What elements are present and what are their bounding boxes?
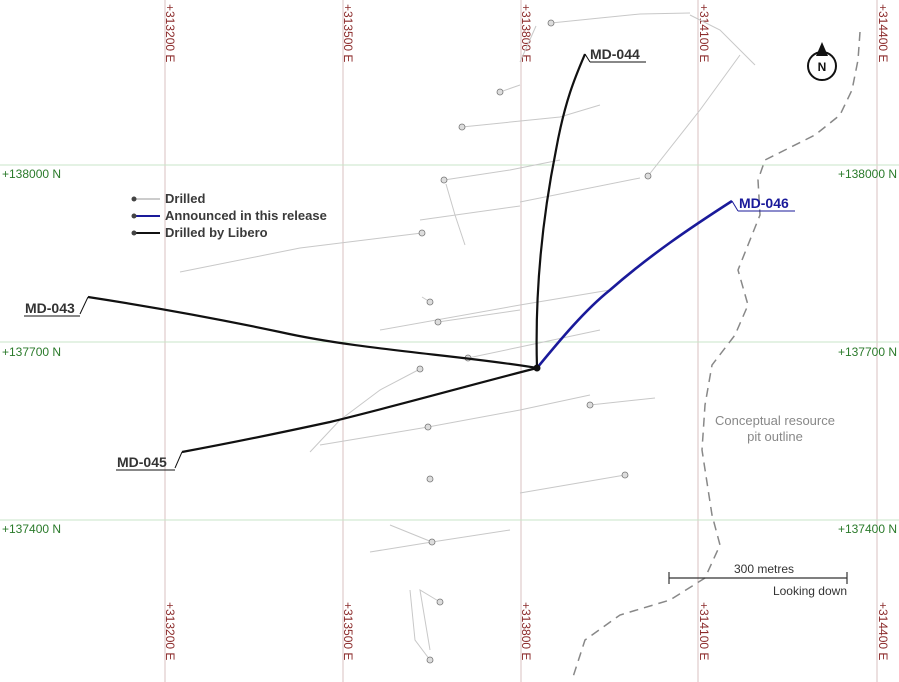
northing-labels: +138000 N +137700 N +137400 N +138000 N …	[2, 167, 897, 536]
easting-label: +313500 E	[341, 4, 355, 62]
hole-label-md045: MD-045	[117, 454, 167, 470]
hole-trace-md045	[181, 366, 538, 454]
hole-label-md044: MD-044	[590, 46, 640, 62]
pit-outline-label: pit outline	[747, 429, 803, 444]
northing-label: +138000 N	[838, 167, 897, 181]
easting-label: +313800 E	[519, 4, 533, 62]
north-arrow-letter: N	[818, 60, 827, 74]
libero-holes	[87, 53, 587, 454]
easting-label: +314100 E	[697, 602, 711, 660]
legend-label: Announced in this release	[165, 208, 327, 223]
easting-label: +313200 E	[163, 4, 177, 62]
drilled-holes	[179, 12, 756, 661]
hole-labels: MD-044 MD-043 MD-045 MD-046	[24, 46, 795, 471]
easting-label: +313200 E	[163, 602, 177, 660]
hole-label-md046: MD-046	[739, 195, 789, 211]
hole-label-md043: MD-043	[25, 300, 75, 316]
scale-label: 300 metres	[734, 562, 794, 576]
easting-labels-top: +313200 E +313500 E +313800 E +314100 E …	[163, 4, 890, 62]
northing-label: +137400 N	[838, 522, 897, 536]
hole-trace-md044	[535, 53, 587, 369]
legend-item-drilled: Drilled	[131, 191, 206, 206]
easting-label: +313800 E	[519, 602, 533, 660]
legend: Drilled Announced in this release Drille…	[131, 191, 327, 240]
pit-outline-label: Conceptual resource	[715, 413, 835, 428]
scale-bar: 300 metres Looking down	[668, 562, 848, 598]
hole-trace-md046	[535, 199, 733, 369]
legend-label: Drilled by Libero	[165, 225, 268, 240]
northing-label: +138000 N	[2, 167, 61, 181]
pit-outline	[571, 31, 861, 681]
legend-item-announced: Announced in this release	[131, 208, 327, 223]
easting-labels-bottom: +313200 E +313500 E +313800 E +314100 E …	[163, 602, 890, 660]
north-arrow-icon: N	[807, 42, 837, 81]
easting-label: +313500 E	[341, 602, 355, 660]
view-label: Looking down	[773, 584, 847, 598]
northing-label: +137700 N	[2, 345, 61, 359]
easting-label: +314100 E	[697, 4, 711, 62]
legend-item-libero: Drilled by Libero	[131, 225, 268, 240]
northing-label: +137400 N	[2, 522, 61, 536]
legend-label: Drilled	[165, 191, 206, 206]
fan-collar	[533, 364, 541, 372]
easting-label: +314400 E	[876, 4, 890, 62]
hole-trace-md043	[87, 295, 538, 370]
hole-collars	[416, 19, 652, 664]
northing-label: +137700 N	[838, 345, 897, 359]
easting-label: +314400 E	[876, 602, 890, 660]
